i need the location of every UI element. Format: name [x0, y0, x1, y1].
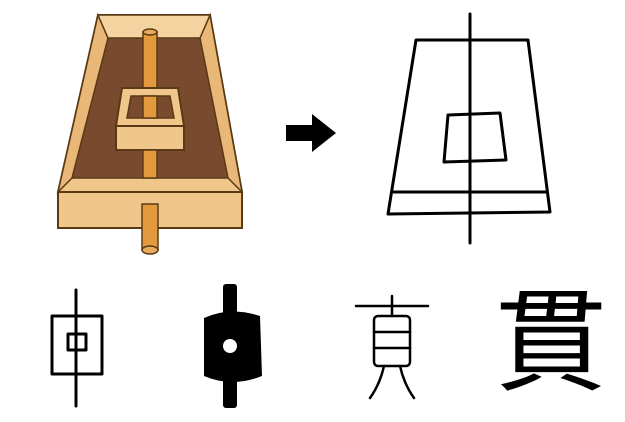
rod-bottom-end — [141, 245, 159, 255]
frame-inner-back-wall — [96, 14, 212, 39]
bronze-inscription-glyph — [204, 284, 262, 408]
oracle-bone-glyph — [50, 288, 104, 408]
drawing-inner-box — [442, 111, 508, 164]
rod-upper — [142, 31, 158, 91]
frame-line-drawing — [386, 12, 552, 245]
central-box-front — [115, 125, 185, 151]
rod-lower — [142, 149, 158, 179]
rod-upper-top — [142, 28, 158, 36]
rod-bottom — [141, 203, 159, 251]
right-arrow-icon — [286, 114, 336, 152]
rod-through-box — [142, 95, 158, 119]
wooden-frame-illustration — [56, 12, 244, 255]
drawing-outer-trapezoid — [386, 38, 552, 216]
seal-script-glyph — [354, 294, 430, 400]
regular-script-glyph: 貫 — [495, 280, 607, 408]
